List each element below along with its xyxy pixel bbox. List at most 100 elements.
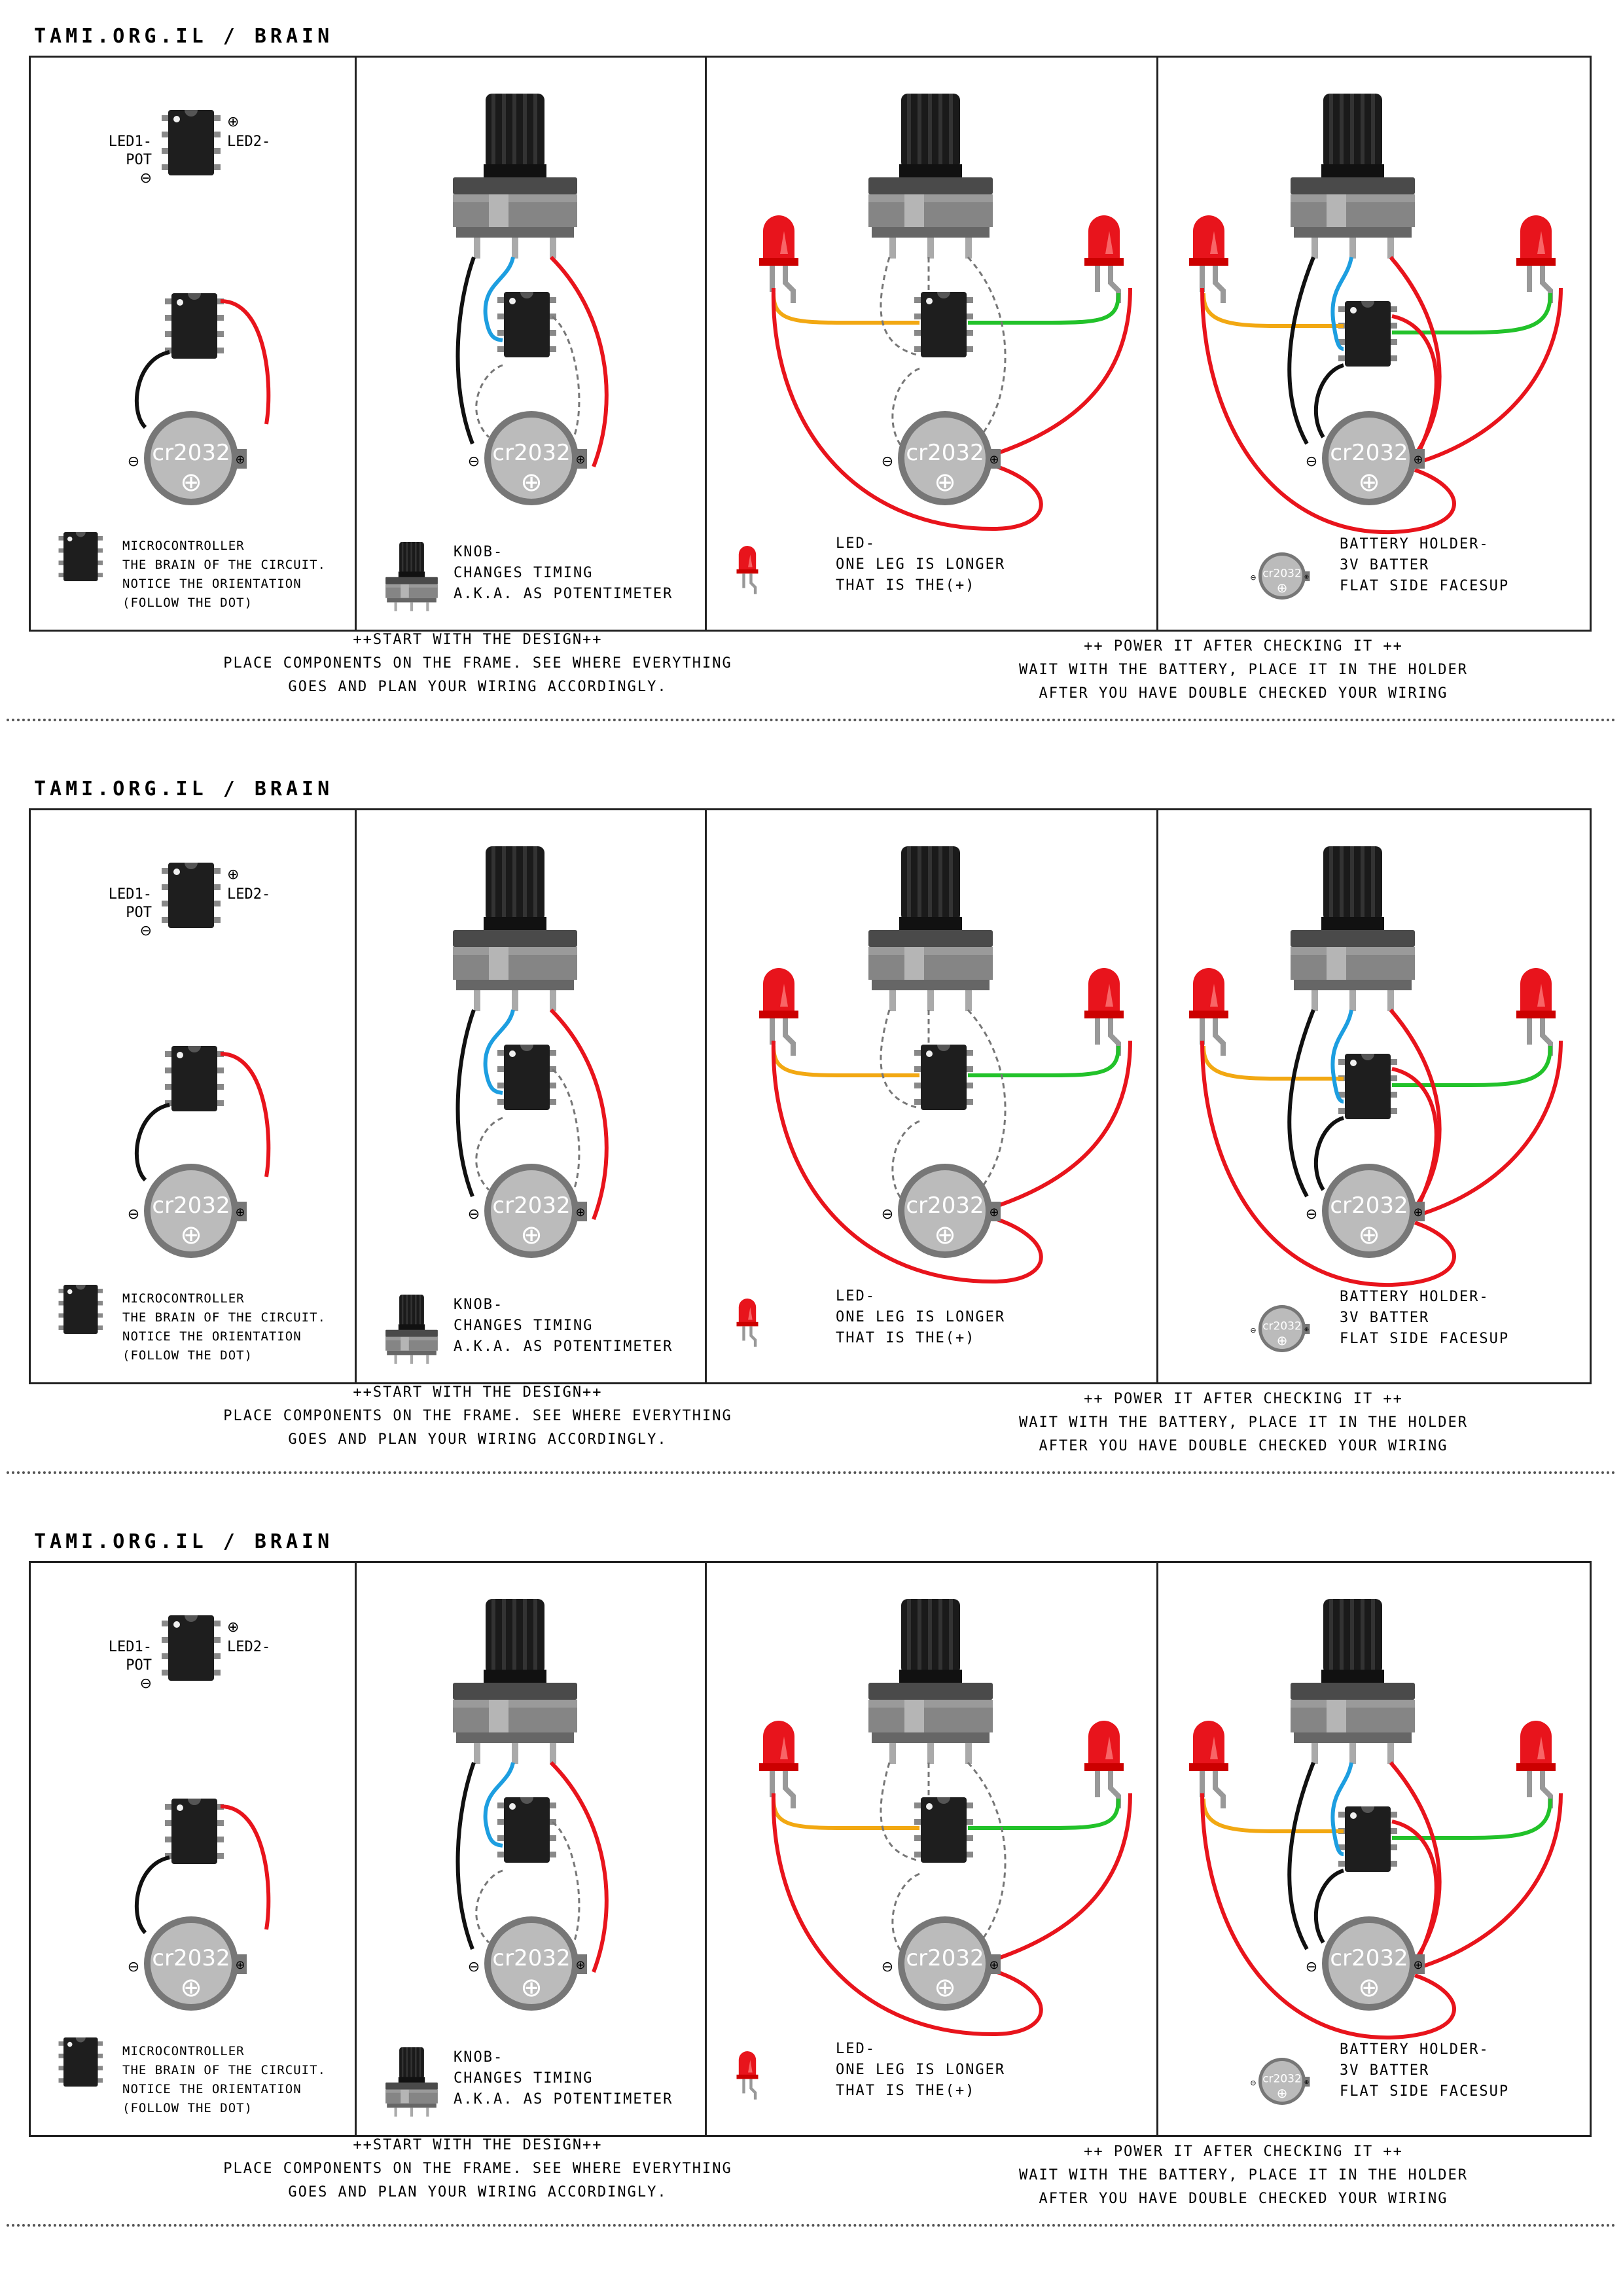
legend-line: FLAT SIDE FACESUP — [1340, 578, 1510, 594]
panel-divider — [705, 58, 707, 630]
legend-line: LED- — [836, 535, 876, 552]
panel-micro: LED1- POT ⊖ ⊕ LED2- — [58, 863, 270, 1334]
footer-line: ++ POWER IT AFTER CHECKING IT ++ — [1084, 1391, 1403, 1407]
microcontroller-chip — [165, 293, 224, 359]
microcontroller-chip-icon — [58, 1285, 103, 1334]
potentiometer — [453, 1599, 577, 1764]
footer-line: WAIT WITH THE BATTERY, PLACE IT IN THE H… — [1018, 662, 1469, 678]
wire-black — [135, 1103, 170, 1182]
panel-divider — [355, 1563, 357, 2135]
potentiometer — [868, 94, 993, 259]
microcontroller-chip — [1338, 1806, 1397, 1872]
plus-icon: ⊕ — [227, 114, 239, 130]
wire-green — [968, 293, 1120, 325]
wire-red — [1414, 287, 1563, 465]
microcontroller-chip — [497, 292, 556, 357]
panel-divider — [705, 810, 707, 1382]
panel-knob — [385, 1599, 609, 2117]
footer-line: WAIT WITH THE BATTERY, PLACE IT IN THE H… — [1018, 2167, 1469, 2183]
wire-black — [455, 1009, 476, 1198]
wire-red — [549, 1761, 609, 1973]
wire-red — [1200, 1040, 1456, 1287]
panel-holder — [1189, 1599, 1563, 2105]
footer-line: PLACE COMPONENTS ON THE FRAME. SEE WHERE… — [223, 1408, 732, 1424]
potentiometer — [453, 94, 577, 259]
footer-line: AFTER YOU HAVE DOUBLE CHECKED YOUR WIRIN… — [1039, 1438, 1448, 1454]
legend-line: THAT IS THE(+) — [836, 2083, 976, 2099]
led-red — [1084, 215, 1124, 303]
wire-black — [1287, 1761, 1315, 1950]
wire-red — [220, 299, 271, 425]
legend-line: THE BRAIN OF THE CIRCUIT. — [122, 1310, 326, 1325]
battery-cr2032 — [467, 1164, 587, 1258]
legend-line: NOTICE THE ORIENTATION — [122, 2082, 302, 2096]
header-title: TAMI.ORG.IL / BRAIN — [34, 1530, 334, 1553]
wire-green — [1392, 1798, 1552, 1840]
diagram-frame: cr2032 ⊕ ⊖ ⊕ LED1 — [29, 1561, 1592, 2137]
pin-label-led1: LED1- — [109, 134, 152, 150]
footer-power: ++ POWER IT AFTER CHECKING IT ++ WAIT WI… — [916, 2140, 1571, 2211]
legend-line: LED- — [836, 1288, 876, 1304]
wire-green — [968, 1798, 1120, 1830]
legend-line: A.K.A. AS POTENTIMETER — [454, 1338, 673, 1355]
legend-line: 3V BATTER — [1340, 1310, 1430, 1326]
led-icon — [737, 1299, 758, 1347]
wire-dashed — [880, 257, 920, 357]
wire-red — [549, 1008, 609, 1221]
legend-line: BATTERY HOLDER- — [1340, 2041, 1489, 2058]
panel-divider — [1156, 1563, 1158, 2135]
legend-line: KNOB- — [454, 1297, 504, 1313]
legend-led: LED- ONE LEG IS LONGER THAT IS THE(+) — [836, 533, 1005, 596]
footer-line: AFTER YOU HAVE DOUBLE CHECKED YOUR WIRIN… — [1039, 2191, 1448, 2207]
header-title: TAMI.ORG.IL / BRAIN — [34, 778, 334, 800]
led-red — [1189, 215, 1228, 303]
wire-blue — [483, 1009, 515, 1095]
microcontroller-chip — [165, 1046, 224, 1111]
panel-divider — [1156, 810, 1158, 1382]
microcontroller-chip-icon — [58, 2037, 103, 2087]
potentiometer — [453, 846, 577, 1011]
legend-line: CHANGES TIMING — [454, 2070, 594, 2087]
potentiometer-icon — [385, 542, 438, 611]
panel-divider — [705, 1563, 707, 2135]
potentiometer — [1291, 94, 1415, 259]
footer-line: AFTER YOU HAVE DOUBLE CHECKED YOUR WIRIN… — [1039, 685, 1448, 702]
wire-dashed — [967, 1761, 1007, 1943]
led-red — [1084, 1721, 1124, 1808]
minus-icon: ⊖ — [140, 923, 152, 939]
legend-line: KNOB- — [454, 2049, 504, 2066]
potentiometer-icon — [385, 1295, 438, 1364]
panel-knob — [385, 94, 609, 611]
cut-line — [7, 719, 1616, 721]
wire-blue — [483, 1762, 515, 1848]
worksheet-block: TAMI.ORG.IL / BRAIN — [0, 753, 1623, 1505]
legend-line: THAT IS THE(+) — [836, 1330, 976, 1346]
legend-line: THAT IS THE(+) — [836, 577, 976, 594]
footer-design: ++START WITH THE DESIGN++ PLACE COMPONEN… — [151, 1381, 805, 1452]
led-red — [759, 968, 798, 1056]
circuit-drawing: cr2032 ⊕ ⊖ ⊕ LED1 — [58, 94, 1563, 611]
footer-design: ++START WITH THE DESIGN++ PLACE COMPONEN… — [151, 2134, 805, 2204]
microcontroller-chip — [165, 1799, 224, 1864]
legend-line: MICROCONTROLLER — [122, 2044, 245, 2058]
led-red — [759, 215, 798, 303]
wire-red — [1414, 1040, 1563, 1218]
worksheet-block: TAMI.ORG.IL / BRAIN — [0, 1505, 1623, 2258]
footer-line: PLACE COMPONENTS ON THE FRAME. SEE WHERE… — [223, 655, 732, 672]
wire-dashed — [880, 1009, 920, 1109]
minus-icon: ⊖ — [140, 1676, 152, 1692]
wire-red — [1391, 314, 1438, 455]
header-title: TAMI.ORG.IL / BRAIN — [34, 25, 334, 48]
wire-dashed — [552, 1068, 580, 1191]
pin-label-pot: POT — [126, 152, 152, 168]
legend-line: MICROCONTROLLER — [122, 1291, 245, 1306]
legend-knob: KNOB- CHANGES TIMING A.K.A. AS POTENTIME… — [454, 1295, 673, 1357]
wire-green — [1392, 1045, 1552, 1087]
legend-line: FLAT SIDE FACESUP — [1340, 1331, 1510, 1347]
led-red — [759, 1721, 798, 1808]
legend-line: ONE LEG IS LONGER — [836, 1309, 1006, 1325]
legend-line: (FOLLOW THE DOT) — [122, 1348, 253, 1363]
circuit-drawing: cr2032 ⊕ ⊖ ⊕ LED1 — [58, 846, 1563, 1364]
footer-line: ++START WITH THE DESIGN++ — [353, 632, 603, 648]
cut-line — [7, 1471, 1616, 1474]
